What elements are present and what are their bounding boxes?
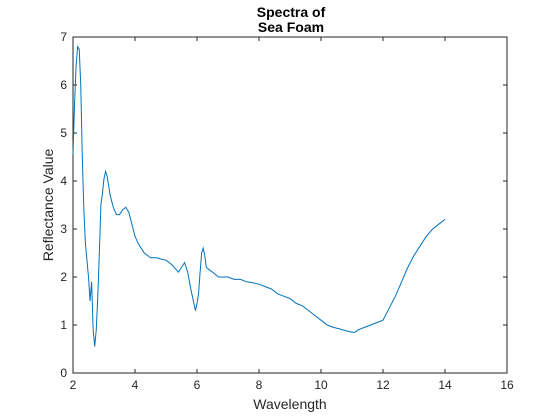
y-tick-label: 4 bbox=[60, 174, 67, 188]
y-axis-label: Reflectance Value bbox=[40, 148, 56, 261]
x-tick-label: 14 bbox=[438, 378, 452, 392]
x-tick-label: 12 bbox=[376, 378, 390, 392]
x-tick-label: 6 bbox=[194, 378, 201, 392]
y-tick-label: 3 bbox=[60, 222, 67, 236]
x-axis-label: Wavelength bbox=[253, 396, 326, 412]
y-tick-label: 2 bbox=[60, 270, 67, 284]
y-tick-label: 1 bbox=[60, 318, 67, 332]
x-tick-label: 16 bbox=[500, 378, 514, 392]
x-tick-label: 10 bbox=[314, 378, 328, 392]
x-tick-label: 8 bbox=[256, 378, 263, 392]
plot-area bbox=[72, 36, 508, 374]
y-tick-label: 5 bbox=[60, 126, 67, 140]
x-tick-label: 4 bbox=[132, 378, 139, 392]
x-axis-ticks: 2 4 6 8 10 12 14 16 bbox=[70, 37, 514, 392]
chart-title-line-1: Spectra of bbox=[257, 4, 326, 20]
y-tick-label: 7 bbox=[60, 30, 67, 44]
chart-title-line-2: Sea Foam bbox=[258, 19, 324, 35]
x-tick-label: 2 bbox=[70, 378, 77, 392]
series-line bbox=[72, 45, 446, 347]
y-tick-label: 6 bbox=[60, 78, 67, 92]
y-axis-ticks: 0 1 2 3 4 5 6 7 bbox=[60, 30, 507, 380]
y-tick-label: 0 bbox=[60, 366, 67, 380]
